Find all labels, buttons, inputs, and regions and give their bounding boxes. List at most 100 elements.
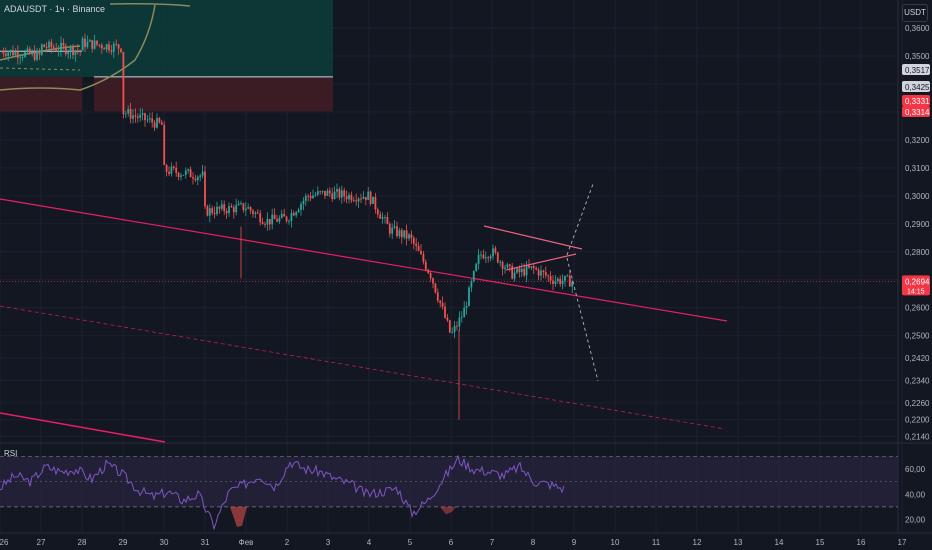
candle <box>81 36 84 51</box>
candle-body <box>441 303 444 307</box>
candle <box>26 45 29 54</box>
candle <box>544 266 547 279</box>
candle-body <box>117 44 120 49</box>
candle-body <box>24 51 26 57</box>
candle-body <box>547 275 550 277</box>
dashed-drawing <box>0 67 81 71</box>
time-tick-label: 10 <box>611 538 620 547</box>
candle-body <box>532 266 535 269</box>
candle <box>400 227 403 244</box>
candle-body <box>100 45 103 49</box>
candle <box>136 113 139 123</box>
candle-body <box>7 52 10 56</box>
candle-body <box>379 214 382 219</box>
candle-body <box>211 208 214 213</box>
candle-body <box>297 209 300 213</box>
candle-body <box>360 198 362 200</box>
candle <box>100 42 103 54</box>
candle <box>127 105 130 117</box>
candle-body <box>427 269 430 273</box>
candle-body <box>384 216 386 218</box>
candle-body <box>300 203 302 210</box>
time-tick-label: 17 <box>898 538 907 547</box>
candle <box>237 200 240 206</box>
candle-body <box>110 50 113 52</box>
candle-body <box>290 213 293 221</box>
ticker-title[interactable]: ADAUSDT · 1ч · Binance <box>4 4 106 14</box>
candle <box>235 198 238 216</box>
candle-body <box>540 270 542 276</box>
projection-up-arrow <box>566 183 594 256</box>
time-tick-label: 26 <box>0 538 9 547</box>
candle-body <box>508 264 511 266</box>
short-position-zone <box>94 76 333 112</box>
rsi-tick-label: 20,00 <box>905 515 926 524</box>
candle-body <box>196 176 199 181</box>
candle <box>525 261 528 283</box>
candle-body <box>364 196 367 200</box>
candle-body <box>86 41 89 48</box>
candle-body <box>228 206 230 214</box>
candle <box>345 190 348 204</box>
candle-body <box>494 248 497 253</box>
candle <box>9 49 12 56</box>
candle <box>288 219 290 225</box>
candle <box>16 45 19 65</box>
candle-body <box>340 190 343 198</box>
candle <box>271 208 274 230</box>
candle-body <box>19 57 22 59</box>
candle-body <box>79 50 82 52</box>
candle <box>374 192 377 214</box>
candle <box>528 258 530 269</box>
candle-body <box>408 234 410 239</box>
candle-body <box>175 167 178 173</box>
time-tick-label: 15 <box>816 538 825 547</box>
candle-body <box>520 268 523 273</box>
candle <box>336 183 338 199</box>
currency-unit-button[interactable]: USDT <box>902 4 928 22</box>
time-tick-label: 4 <box>367 538 372 547</box>
candle-body <box>475 263 478 272</box>
candle-body <box>518 268 521 273</box>
candle-body <box>386 216 389 225</box>
candle-body <box>252 210 254 214</box>
candle <box>321 190 324 195</box>
candle-body <box>328 190 331 194</box>
candle <box>43 43 46 48</box>
candle-body <box>9 50 12 53</box>
candle <box>187 168 190 174</box>
candle-body <box>422 254 425 262</box>
candle <box>508 263 511 272</box>
candle-body <box>112 43 115 52</box>
candle-body <box>64 45 67 55</box>
rsi-tick-label: 60,00 <box>905 465 926 474</box>
candle <box>369 190 372 206</box>
candle-body <box>292 213 295 216</box>
candle <box>494 245 497 255</box>
candle <box>14 48 17 57</box>
candle <box>38 48 41 60</box>
candle <box>134 108 137 123</box>
candle <box>290 209 293 228</box>
candle-body <box>307 195 310 197</box>
candle-body <box>559 278 562 284</box>
candle-body <box>535 268 538 270</box>
price-tick-label: 0,2420 <box>905 354 930 363</box>
time-tick-label: 6 <box>449 538 454 547</box>
candle <box>355 193 358 206</box>
candle <box>182 174 185 176</box>
candle-body <box>148 118 151 120</box>
candle-body <box>564 275 566 281</box>
candle-body <box>105 44 108 50</box>
candle <box>350 191 353 204</box>
candle <box>446 313 449 323</box>
candle-body <box>204 171 206 207</box>
candle-body <box>501 261 504 269</box>
candle-body <box>4 53 7 56</box>
candle-body <box>256 212 259 214</box>
price-tag-box <box>902 64 930 75</box>
channel-trendline <box>0 412 166 443</box>
candle-body <box>302 200 305 204</box>
candle <box>312 189 314 199</box>
